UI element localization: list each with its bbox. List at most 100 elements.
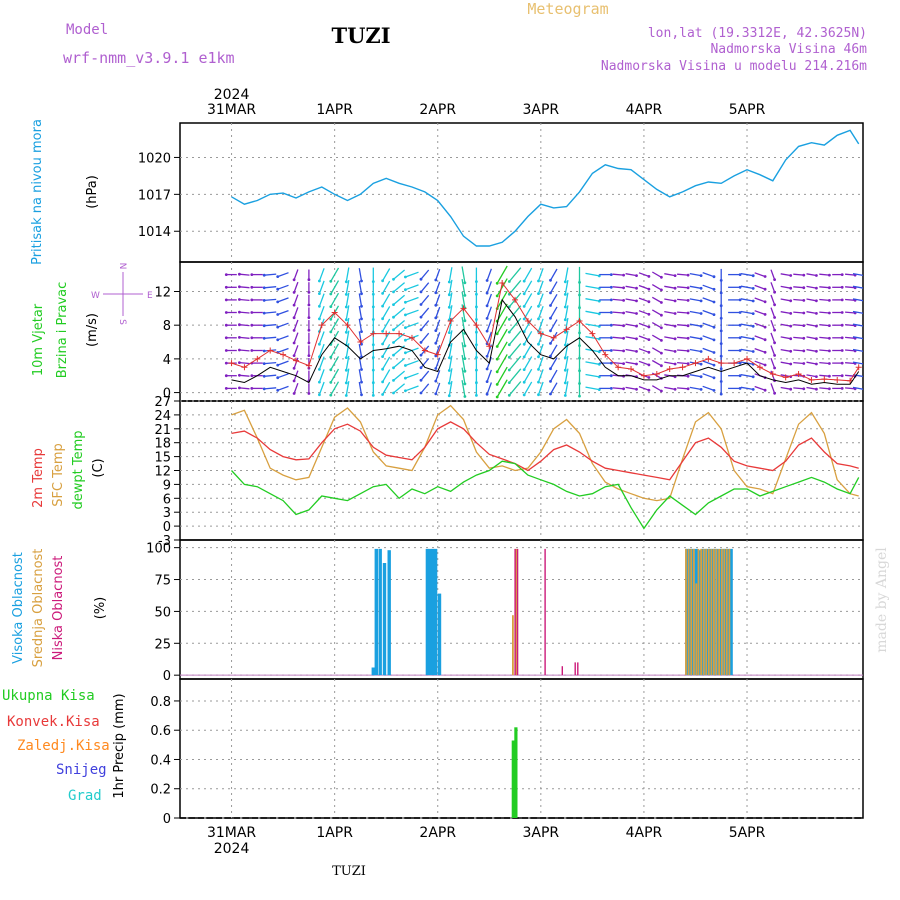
wind-arrow-head [381,292,384,295]
gust-marker [563,326,570,333]
temp-ytick-label: 0 [163,520,171,535]
wind-arrow-head [419,303,423,306]
bottom-year-label: 2024 [214,841,250,857]
wind-arrow-head [485,354,489,358]
wind-arrow-head [635,312,638,315]
cloud-bar [685,548,689,676]
wind-arrow-head [609,311,613,314]
bottom-date-label: 1APR [316,825,353,841]
wind-arrow-head [549,354,552,358]
wind-arrow-head [485,317,489,320]
wind-arrow-head [815,337,818,341]
wind-arrow-head [307,278,311,282]
wind-arrow-head [447,381,451,385]
wind-arrow [612,324,624,327]
wind-arrow [702,335,715,341]
wind-arrow [405,322,419,329]
wind-arrow [806,374,817,378]
wind-arrow-head [381,367,384,371]
gust-marker [628,365,635,372]
wind-arrow [612,336,624,339]
wind-arrow [689,348,702,353]
wind-arrow [585,285,600,290]
cloud-bar [688,548,692,676]
wind-arrow [780,348,791,352]
wind-arrow [845,362,856,365]
wind-arrow [689,386,702,391]
wind-arrow-head [463,344,467,348]
wind-arrow [845,336,856,339]
wind-arrow-head [751,274,755,278]
wind-arrow [264,336,277,339]
wind-arrow-head [828,349,831,353]
wind-arrow-head [699,337,703,341]
wind-arrow [754,284,766,290]
wind-arrow [740,323,754,327]
wind-arrow [461,278,466,296]
wind-arrow [239,349,250,352]
wind-arrow-head [329,381,333,384]
wind-arrow [293,269,299,281]
wind-arrow-head [563,280,567,284]
cloud-bar [378,548,382,676]
wind-arrow-head [307,341,311,345]
wind-arrow-head [307,303,311,307]
wind-arrow-head [773,354,776,357]
wind-arrow [420,383,430,394]
wind-arrow-head [522,292,526,296]
wind-arrow-head [609,361,613,365]
wind-arrow-head [622,273,625,277]
wind-arrow [345,279,350,295]
wind-arrow [508,343,522,358]
wind-arrow-head [673,312,677,315]
wind-arrow-head [563,381,567,385]
wind-arrow-head [699,299,703,303]
wind-arrow [793,298,804,302]
wind-arrow-head [224,285,228,289]
wind-arrow [780,285,791,289]
wind-arrow-head [522,393,526,397]
cloud-bar [577,662,579,676]
wind-arrow-head [828,387,831,391]
cloud-bar [437,593,442,676]
wind-arrow-head [537,355,540,359]
wind-arrow-head [495,281,499,285]
wind-arrow [689,298,702,302]
wind-arrow [677,324,689,327]
temp-ytick-label: 15 [154,451,171,466]
wind-arrow-head [751,324,755,328]
wind-arrow-head [660,364,663,368]
gust-marker [653,371,660,378]
wind-arrow-head [485,380,489,383]
wind-arrow [819,286,830,289]
sfc-temp-ylabel: SFC Temp [51,443,66,507]
wind-arrow [549,382,558,395]
wind-arrow [239,273,250,276]
wind-arrow [852,310,863,314]
wind-arrow-head [802,349,806,353]
dewpoint-ylabel: dewpt Temp [71,430,86,509]
pressure-line [231,129,860,247]
wind-arrow-head [802,387,806,391]
wind-arrow-head [434,291,438,295]
wind-arrow-head [840,273,844,276]
wind-arrow-head [434,316,438,320]
wind-arrow [625,348,637,353]
wind-arrow-head [404,389,407,393]
wind-arrow-head [250,285,254,289]
wind-arrow [239,298,250,302]
gust-marker [408,334,415,341]
cloud-bar [708,548,712,676]
wind-arrow-head [392,341,395,344]
wind-arrow [585,386,600,391]
wind-arrow-head [292,291,296,294]
wind-arrow [651,347,662,354]
precip-bar [514,727,518,818]
wind-arrow-head [699,388,703,391]
wind-arrow [549,344,558,357]
wind-arrow-head [292,278,296,282]
wind-arrow [585,335,600,340]
wind-arrow [754,335,766,341]
wind-arrow-head [563,318,567,322]
wind-arrow-head [719,342,723,345]
